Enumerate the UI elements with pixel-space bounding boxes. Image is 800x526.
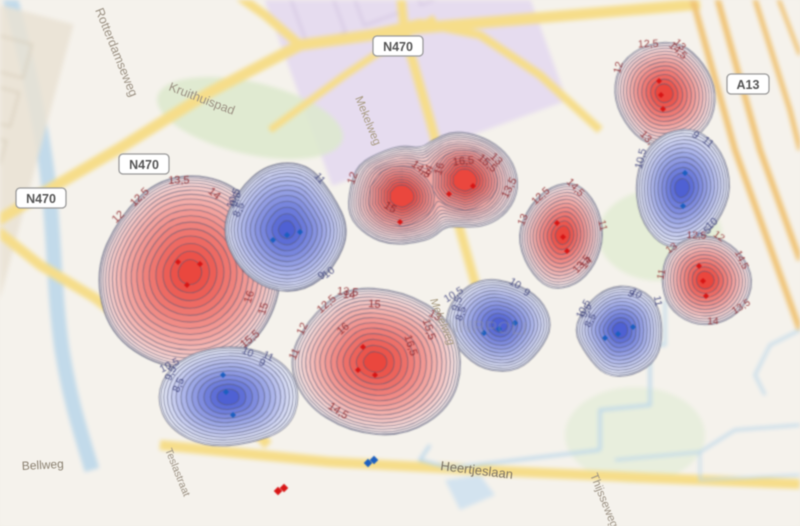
svg-text:Rotterdamseweg: Rotterdamseweg <box>92 6 140 99</box>
svg-text:N470: N470 <box>129 158 159 172</box>
svg-text:N470: N470 <box>383 40 413 54</box>
svg-text:TENNRPOLI: TENNRPOLI <box>423 315 528 339</box>
svg-text:Heertjeslaan: Heertjeslaan <box>440 458 514 482</box>
svg-text:Bellweg: Bellweg <box>21 457 64 473</box>
svg-text:Teslastraat: Teslastraat <box>162 447 192 499</box>
svg-text:Kruithuispad: Kruithuispad <box>167 80 237 118</box>
svg-text:Thijsseweg: Thijsseweg <box>587 472 620 526</box>
svg-text:A13: A13 <box>737 78 760 92</box>
svg-text:N470: N470 <box>26 192 56 206</box>
svg-text:Mekelweg: Mekelweg <box>352 95 383 148</box>
